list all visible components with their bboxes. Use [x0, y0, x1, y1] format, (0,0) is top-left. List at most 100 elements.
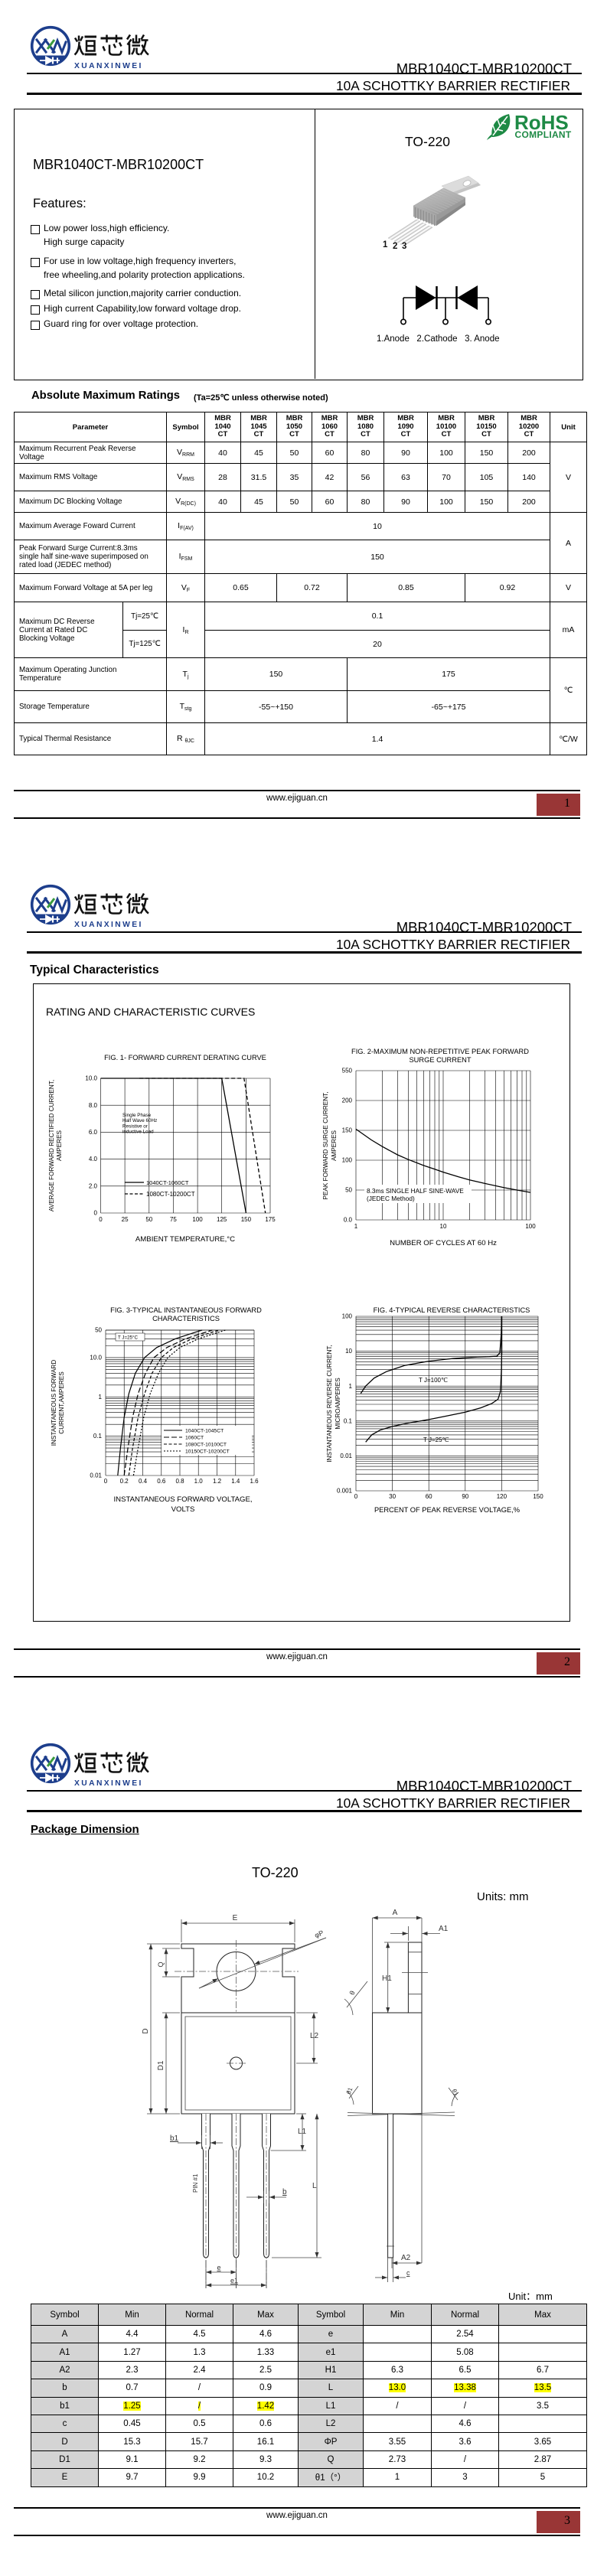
svg-text:125: 125 — [217, 1216, 227, 1223]
svg-text:T J=100℃: T J=100℃ — [419, 1377, 448, 1384]
svg-text:FIG. 1- FORWARD CURRENT DERATI: FIG. 1- FORWARD CURRENT DERATING CURVE — [104, 1054, 266, 1061]
svg-text:VOLTS: VOLTS — [171, 1505, 195, 1514]
svg-text:2.0: 2.0 — [89, 1182, 98, 1189]
svg-text:inductive Load: inductive Load — [122, 1130, 154, 1135]
svg-text:PEAK FORWARD SURGE CURRENT,: PEAK FORWARD SURGE CURRENT, — [322, 1091, 329, 1199]
svg-text:Q: Q — [157, 1961, 165, 1967]
svg-text:T J=25℃: T J=25℃ — [423, 1436, 449, 1443]
svg-text:CURRENT,AMPERES: CURRENT,AMPERES — [58, 1371, 65, 1434]
svg-text:CHARACTERISTICS: CHARACTERISTICS — [152, 1315, 220, 1322]
svg-text:SURGE CURRENT: SURGE CURRENT — [409, 1056, 471, 1064]
svg-text:100: 100 — [342, 1313, 353, 1320]
svg-text:1.0: 1.0 — [194, 1478, 204, 1485]
svg-text:1.2: 1.2 — [213, 1478, 222, 1485]
svg-text:AMBIENT TEMPERATURE,°C: AMBIENT TEMPERATURE,°C — [135, 1235, 235, 1244]
svg-text:50: 50 — [345, 1187, 352, 1194]
svg-text:θ: θ — [348, 1990, 357, 1996]
svg-text:b: b — [282, 2188, 287, 2196]
svg-text:0.1: 0.1 — [344, 1417, 353, 1424]
svg-text:c: c — [406, 2269, 410, 2277]
svg-text:0.6: 0.6 — [157, 1478, 166, 1485]
svg-text:0.001: 0.001 — [337, 1488, 353, 1495]
svg-text:L1: L1 — [298, 2128, 307, 2136]
svg-text:50: 50 — [145, 1216, 152, 1223]
svg-text:PERCENT OF PEAK REVERSE VOLTAG: PERCENT OF PEAK REVERSE VOLTAGE,% — [374, 1506, 520, 1514]
svg-text:INSTANTANEOUS FORWARD VOLTAGE,: INSTANTANEOUS FORWARD VOLTAGE, — [113, 1495, 252, 1504]
svg-text:XUANXINWEI: XUANXINWEI — [74, 921, 143, 929]
svg-text:175: 175 — [265, 1216, 276, 1223]
svg-text:H1: H1 — [382, 1974, 392, 1983]
svg-text:T J=25°C: T J=25°C — [118, 1335, 138, 1341]
svg-text:0.2: 0.2 — [120, 1478, 129, 1485]
svg-text:L: L — [312, 2182, 317, 2190]
svg-text:b1: b1 — [170, 2134, 179, 2143]
svg-text:10: 10 — [440, 1223, 447, 1230]
svg-text:8.0: 8.0 — [89, 1102, 98, 1109]
svg-text:0.8: 0.8 — [175, 1478, 184, 1485]
svg-text:XUANXINWEI: XUANXINWEI — [74, 1779, 143, 1788]
svg-text:E: E — [233, 1914, 238, 1922]
svg-text:PIN #1: PIN #1 — [192, 2173, 199, 2193]
svg-text:1: 1 — [383, 240, 388, 249]
svg-text:8.3ms SINGLE HALF SINE-WAVE: 8.3ms SINGLE HALF SINE-WAVE — [367, 1187, 464, 1195]
svg-text:AMPERES: AMPERES — [331, 1130, 338, 1161]
svg-text:INSTANTANEOUS FORWARD: INSTANTANEOUS FORWARD — [51, 1360, 57, 1446]
svg-text:120: 120 — [497, 1493, 507, 1500]
svg-text:Single Phase: Single Phase — [122, 1113, 152, 1118]
svg-text:30: 30 — [389, 1493, 396, 1500]
svg-text:FIG. 2-MAXIMUM NON-REPETITIVE: FIG. 2-MAXIMUM NON-REPETITIVE PEAK FORWA… — [351, 1048, 529, 1055]
svg-text:e1: e1 — [230, 2277, 238, 2284]
svg-text:φP: φP — [314, 1929, 325, 1939]
svg-text:10.0: 10.0 — [85, 1075, 97, 1082]
svg-text:0: 0 — [354, 1493, 358, 1500]
svg-text:1.4: 1.4 — [231, 1478, 240, 1485]
svg-text:INSTANTANEOUS REVERSE CURRENT,: INSTANTANEOUS REVERSE CURRENT, — [326, 1345, 333, 1462]
svg-text:0.4: 0.4 — [139, 1478, 148, 1485]
svg-text:D: D — [142, 2028, 150, 2033]
svg-text:0: 0 — [99, 1216, 103, 1223]
svg-text:150: 150 — [342, 1127, 353, 1134]
svg-text:2: 2 — [393, 242, 397, 251]
svg-text:A2: A2 — [401, 2254, 411, 2262]
svg-text:FIG. 4-TYPICAL REVERSE CHARACT: FIG. 4-TYPICAL REVERSE CHARACTERISTICS — [374, 1306, 530, 1314]
svg-text:RoHS: RoHS — [514, 111, 569, 134]
svg-text:1: 1 — [349, 1383, 353, 1390]
svg-text:1060CT: 1060CT — [185, 1436, 204, 1441]
svg-text:50: 50 — [95, 1327, 102, 1334]
svg-text:Resistive or: Resistive or — [122, 1123, 148, 1129]
svg-text:1080CT-10200CT: 1080CT-10200CT — [146, 1191, 195, 1198]
svg-text:60: 60 — [426, 1493, 432, 1500]
svg-text:1040CT-1060CT: 1040CT-1060CT — [146, 1179, 189, 1186]
svg-text:0.01: 0.01 — [340, 1453, 352, 1459]
svg-text:25: 25 — [122, 1216, 129, 1223]
svg-text:D1: D1 — [157, 2060, 165, 2070]
svg-text:Half Wave 60Hz: Half Wave 60Hz — [122, 1118, 157, 1123]
svg-text:150: 150 — [533, 1493, 543, 1500]
svg-text:6.0: 6.0 — [89, 1129, 98, 1136]
svg-text:4.0: 4.0 — [89, 1156, 98, 1162]
svg-text:200: 200 — [342, 1097, 353, 1104]
svg-text:100: 100 — [525, 1223, 536, 1230]
svg-text:e: e — [217, 2264, 220, 2271]
svg-text:AMPERES: AMPERES — [56, 1130, 63, 1161]
svg-text:10.0: 10.0 — [90, 1355, 102, 1361]
svg-text:100: 100 — [342, 1157, 353, 1164]
svg-text:0: 0 — [94, 1210, 98, 1217]
svg-text:10150CT-10200CT: 10150CT-10200CT — [185, 1449, 230, 1455]
svg-text:L2: L2 — [310, 2032, 319, 2040]
svg-text:550: 550 — [342, 1068, 353, 1074]
svg-text:1080CT-10100CT: 1080CT-10100CT — [185, 1443, 227, 1448]
svg-text:(JEDEC Method): (JEDEC Method) — [367, 1195, 415, 1202]
svg-text:0.01: 0.01 — [90, 1472, 102, 1479]
svg-text:150: 150 — [241, 1216, 252, 1223]
svg-text:1: 1 — [99, 1394, 103, 1400]
svg-text:3: 3 — [402, 242, 406, 251]
svg-text:A1: A1 — [439, 1925, 449, 1933]
svg-text:75: 75 — [170, 1216, 177, 1223]
svg-text:0.1: 0.1 — [93, 1433, 103, 1440]
svg-text:1040CT-1045CT: 1040CT-1045CT — [185, 1429, 224, 1434]
svg-text:10: 10 — [345, 1348, 352, 1355]
svg-text:1: 1 — [354, 1223, 358, 1230]
svg-text:θ1: θ1 — [345, 2086, 354, 2095]
svg-text:0.0: 0.0 — [344, 1217, 353, 1224]
